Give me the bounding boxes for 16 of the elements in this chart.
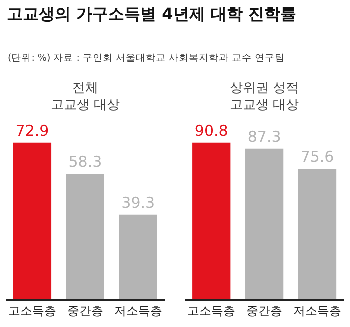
- x-tick-label: 저소득층: [294, 304, 342, 318]
- x-tick-label: 중간층: [67, 304, 104, 318]
- x-tick-label: 중간층: [246, 304, 283, 318]
- data-label: 72.9: [16, 122, 50, 140]
- x-tick-label: 고소득층: [8, 304, 56, 318]
- chart-subtitle: (단위: %) 자료 : 구인회 서울대학교 사회복지학과 교수 연구팀: [8, 53, 285, 64]
- data-label: 39.3: [122, 194, 156, 212]
- data-label: 58.3: [68, 153, 102, 172]
- x-tick-label: 저소득층: [114, 304, 162, 318]
- data-label: 87.3: [248, 128, 282, 146]
- data-label: 75.6: [300, 148, 334, 166]
- data-label: 90.8: [194, 122, 228, 140]
- chart-title: 고교생의 가구소득별 4년제 대학 진학률: [7, 4, 296, 24]
- text: 상위권 성적 고교생 대상: [230, 81, 300, 113]
- text: 전체 고교생 대상: [51, 81, 120, 113]
- x-tick-label: 고소득층: [188, 304, 236, 318]
